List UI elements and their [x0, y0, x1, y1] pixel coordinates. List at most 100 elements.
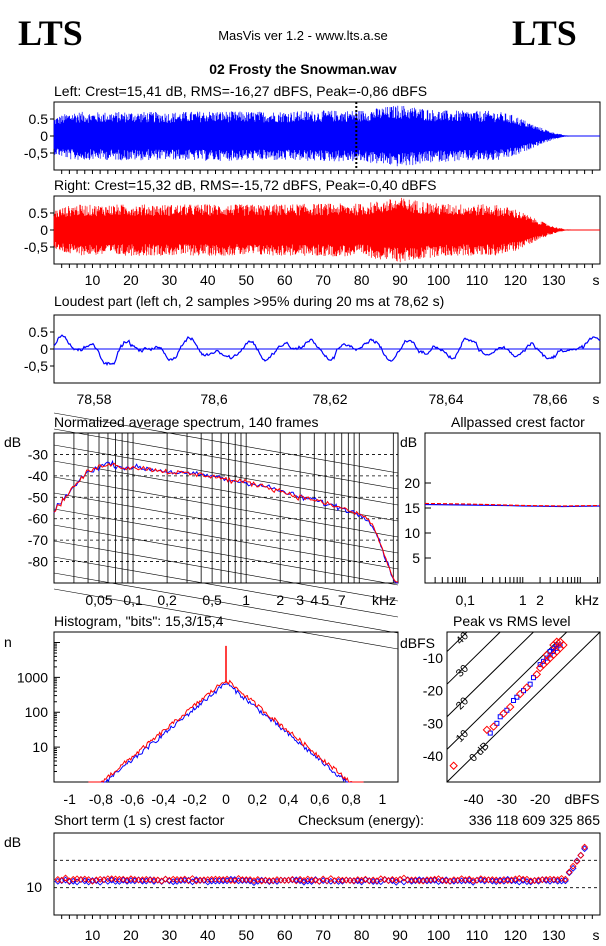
peakrms-point-left-5	[514, 694, 520, 700]
histogram-xtick-8: 0,6	[310, 791, 330, 807]
short-term-crest-panel	[53, 832, 601, 919]
loudest-ytick-0: 0.5	[29, 324, 49, 340]
time-xtick-9: 100	[427, 272, 451, 288]
histogram-xtick-6: 0,2	[248, 791, 268, 807]
peakrms-point-left-3	[504, 707, 510, 713]
shortcrest-point-right	[569, 862, 577, 870]
time-xtick-4: 50	[238, 272, 254, 288]
peakrms-point-left-12	[547, 652, 553, 658]
peak-vs-rms-panel: 40 30 20 100 dB	[446, 630, 601, 783]
peakrms-diagonal-30	[446, 631, 501, 685]
spectrum-xtick-5: 2	[276, 592, 284, 608]
peakrms-title: Peak vs RMS level	[453, 613, 570, 629]
shortcrest-point-left	[569, 864, 577, 872]
crest-ytick-3: 5	[412, 550, 420, 566]
shortcrest-point-right	[527, 877, 535, 885]
right-ytick-2: -0,5	[24, 239, 48, 255]
shortcrest-point-left	[319, 877, 327, 885]
peakrms-point-right-0	[449, 761, 458, 770]
peakrms-diag-label-3: 10	[454, 728, 471, 745]
spectrum-slope-line	[53, 492, 399, 554]
shortcrest-point-right	[196, 876, 204, 884]
peakrms-point-left-15	[550, 645, 556, 651]
shortcrest-xtick-9: 100	[427, 927, 451, 943]
logo-right: LTS	[512, 13, 577, 53]
spectrum-panel	[53, 412, 399, 650]
shortcrest-xtick-3: 40	[200, 927, 216, 943]
histogram-ytick-2: 10	[32, 739, 48, 755]
peakrms-diagonal-0	[446, 631, 601, 783]
shortcrest-frame	[53, 832, 601, 916]
peakrms-diag-label-0: 40	[454, 630, 471, 647]
spectrum-slope-line	[53, 460, 399, 522]
peakrms-point-right-4	[505, 702, 515, 712]
loudest-xtick-0: 78,58	[76, 391, 111, 407]
shortcrest-xtick-10: 110	[466, 927, 489, 943]
shortcrest-point-left	[392, 878, 400, 886]
left-title: Left: Crest=15,41 dB, RMS=-16,27 dBFS, P…	[54, 83, 427, 99]
peakrms-xtick-0: -40	[463, 791, 483, 807]
peakrms-xlabel: dBFS	[564, 791, 599, 807]
peakrms-frame	[446, 631, 601, 783]
crest-xlabel: kHz	[575, 592, 599, 608]
shortcrest-point-right	[338, 876, 346, 884]
spectrum-slope-line	[53, 524, 399, 586]
shortcrest-point-right	[573, 857, 581, 865]
histogram-right	[88, 679, 364, 783]
crest-ytick-2: 10	[404, 525, 420, 541]
crest-title: Allpassed crest factor	[451, 414, 585, 430]
left-ytick-0: 0.5	[29, 111, 49, 127]
peakrms-point-right-6	[522, 683, 532, 692]
shortcrest-point-right	[561, 875, 569, 883]
histogram-ytick-1: 100	[25, 704, 49, 720]
peakrms-point-right-1	[482, 725, 492, 735]
app-title: MasVis ver 1.2 - www.lts.a.se	[218, 28, 388, 43]
histogram-frame	[53, 631, 399, 783]
checksum-label: Checksum (energy):	[298, 812, 424, 828]
loudest-xtick-4: 78,66	[532, 391, 567, 407]
left-ytick-1: 0	[40, 128, 48, 144]
shortcrest-point-right	[565, 868, 573, 876]
time-xtick-5: 60	[277, 272, 293, 288]
peakrms-point-left-10	[540, 658, 546, 664]
loudest-xtick-unit: s	[593, 391, 600, 407]
shortcrest-xtick-11: 120	[504, 927, 528, 943]
file-title: 02 Frosty the Snowman.wav	[209, 61, 397, 77]
checksum-value: 336 118 609 325 865	[469, 812, 601, 828]
peakrms-point-right-3	[499, 709, 508, 718]
peakrms-xtick-1: -30	[497, 791, 517, 807]
loudest-xtick-3: 78,64	[428, 391, 463, 407]
spectrum-ytick-1: -40	[28, 468, 48, 484]
shortcrest-point-right	[212, 875, 219, 883]
time-xtick-11: 120	[504, 272, 528, 288]
peakrms-xtick-2: -20	[530, 791, 550, 807]
shortcrest-point-right	[62, 874, 70, 882]
peakrms-diag-label-2: 20	[454, 695, 471, 712]
right-ytick-0: 0.5	[29, 205, 49, 221]
spectrum-frame	[53, 432, 399, 584]
spectrum-slope-line	[53, 476, 399, 538]
time-xtick-10: 110	[466, 272, 489, 288]
spectrum-xtick-9: 7	[338, 592, 346, 608]
peakrms-ytick-2: -30	[423, 715, 443, 731]
spectrum-xtick-7: 4	[310, 592, 318, 608]
loudest-xtick-2: 78,62	[312, 391, 347, 407]
histogram-xtick-2: -0,6	[120, 791, 144, 807]
spectrum-right-curve	[53, 462, 399, 583]
spectrum-slope-line	[53, 428, 399, 490]
peakrms-point-right-5	[515, 689, 525, 699]
peakrms-point-left-7	[527, 681, 533, 687]
spectrum-xtick-6: 3	[296, 592, 304, 608]
crest-xtick-0: 0,1	[455, 592, 475, 608]
spectrum-xtick-0: 0,05	[85, 592, 112, 608]
spectrum-title: Normalized average spectrum, 140 frames	[54, 414, 319, 430]
shortcrest-point-left	[577, 851, 585, 859]
peakrms-point-left-6	[521, 688, 526, 694]
peakrms-point-left-11	[544, 655, 550, 661]
histogram-xtick-10: 1	[378, 791, 386, 807]
shortcrest-point-right	[108, 875, 116, 883]
peakrms-point-left-8	[530, 675, 536, 681]
time-xtick-13: s	[593, 272, 600, 288]
spectrum-xlabel: kHz	[372, 592, 396, 608]
peakrms-ytick-1: -20	[423, 683, 443, 699]
